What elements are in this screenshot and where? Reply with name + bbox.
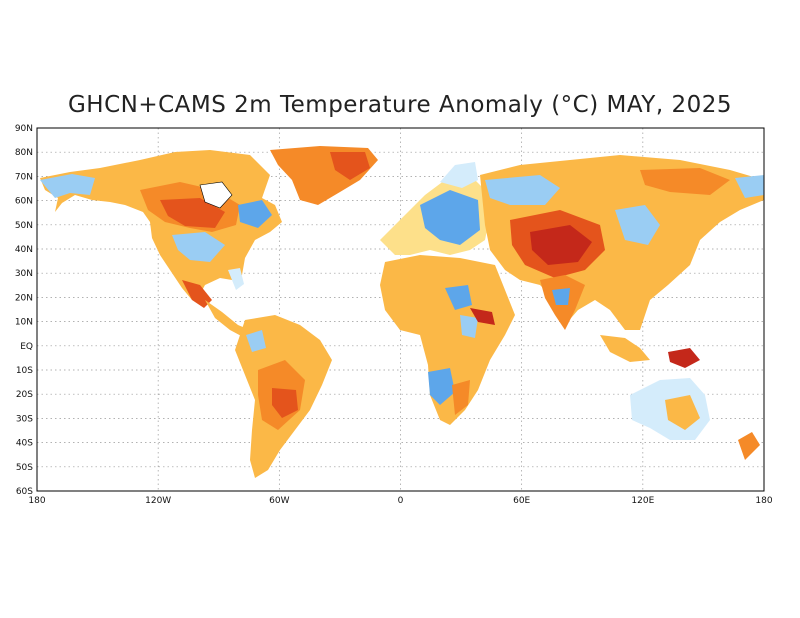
scandinavia-landmass: [440, 162, 478, 188]
latitude-tick-label: 90N: [15, 124, 33, 134]
us-cool-patch: [172, 232, 225, 262]
horn-of-africa-warm-patch: [470, 308, 495, 325]
latitude-tick-label: 30S: [16, 414, 33, 424]
latitude-tick-label: EQ: [20, 342, 33, 352]
eastern-canada-cool-patch: [238, 200, 272, 228]
india-cool-patch: [552, 288, 570, 305]
europe-cool-patch: [420, 190, 480, 245]
greenland-warm-patch: [330, 152, 370, 180]
indonesia-landmass: [600, 335, 650, 362]
latitude-tick-label: 20N: [15, 293, 33, 303]
canada-strong-warm-patch: [160, 198, 225, 228]
latitude-tick-label: 60N: [15, 197, 33, 207]
latitude-tick-label: 40N: [15, 245, 33, 255]
latitude-tick-label: 70N: [15, 172, 33, 182]
kamchatka-cool-patch: [735, 175, 764, 198]
latitude-tick-label: 10S: [16, 366, 33, 376]
new-guinea-warm-patch: [668, 348, 700, 368]
map-frame: [36, 127, 765, 492]
alaska-cool-patch: [40, 174, 95, 198]
longitude-tick-label: 180: [755, 496, 772, 506]
central-america-landmass: [205, 300, 250, 338]
land-anomaly-fields: [40, 146, 764, 478]
longitude-tick-label: 60W: [269, 496, 289, 506]
longitude-tick-label: 0: [398, 496, 404, 506]
latitude-tick-label: 20S: [16, 390, 33, 400]
new-zealand-landmass: [738, 432, 760, 460]
africa-landmass: [380, 255, 515, 425]
latitude-tick-label: 60S: [16, 487, 33, 497]
southern-africa-cool-patch: [428, 368, 455, 405]
sahel-cool-patch: [445, 285, 472, 310]
south-america-cool-patch: [246, 330, 266, 352]
central-asia-core-patch: [530, 225, 592, 265]
latitude-tick-label: 50S: [16, 463, 33, 473]
longitude-tick-label: 60E: [513, 496, 530, 506]
map-axes: 90N 80N 70N 60N 50N 40N 30N 20N 10N EQ 10S 20S 30S 40…: [15, 124, 773, 506]
australia-warm-patch: [665, 395, 700, 430]
longitude-tick-label: 180: [28, 496, 45, 506]
longitude-tick-label: 120W: [145, 496, 171, 506]
hudson-bay-water: [199, 181, 233, 209]
southern-africa-warm-patch: [452, 380, 470, 415]
east-africa-cool-patch: [460, 315, 478, 338]
mexico-warm-patch: [182, 280, 212, 308]
latitude-tick-label: 50N: [15, 221, 33, 231]
siberia-cool-patch: [485, 175, 560, 205]
latitude-tick-label: 30N: [15, 269, 33, 279]
latitude-tick-label: 80N: [15, 148, 33, 158]
east-siberia-warm-patch: [640, 168, 730, 195]
latitude-tick-label: 40S: [16, 439, 33, 449]
florida-cool-patch: [228, 268, 244, 290]
map-title: GHCN+CAMS 2m Temperature Anomaly (°C) MA…: [67, 92, 733, 118]
latitude-tick-label: 10N: [15, 318, 33, 328]
east-asia-cool-patch: [615, 205, 660, 245]
south-america-strong-warm-patch: [272, 388, 298, 418]
longitude-tick-label: 120E: [631, 496, 654, 506]
